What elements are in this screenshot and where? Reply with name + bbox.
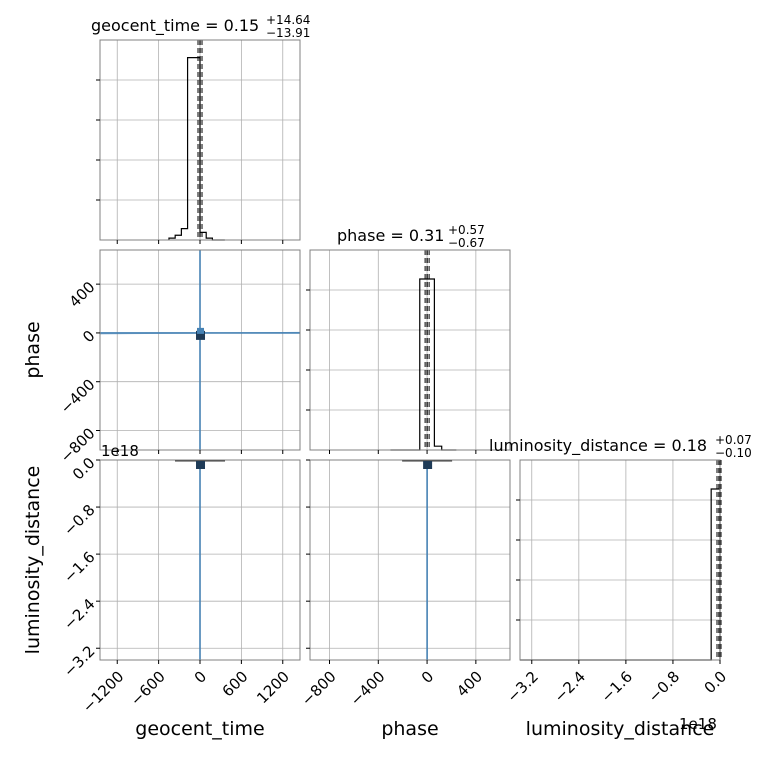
y-tick-label: −3.2 bbox=[60, 642, 98, 680]
y-tick-label: 0 bbox=[79, 327, 98, 346]
x-tick-label: 1200 bbox=[253, 668, 293, 708]
x-tick-label: 0.0 bbox=[701, 668, 731, 698]
ylabel-phase: phase bbox=[22, 321, 44, 378]
ylabel-luminosity-distance: luminosity_distance bbox=[22, 466, 44, 655]
x-tick-label: −1200 bbox=[79, 668, 128, 717]
density-core bbox=[196, 461, 206, 469]
xlabel-geocent-time: geocent_time bbox=[135, 718, 264, 740]
title-luminosity-distance-sub: −0.10 bbox=[715, 446, 752, 460]
x-tick-label: 0 bbox=[418, 668, 437, 687]
offset-label-y-luminosity-distance: 1e18 bbox=[101, 442, 139, 460]
y-tick-label: −1.6 bbox=[60, 548, 98, 586]
x-tick-label: −1.6 bbox=[598, 668, 636, 706]
title-geocent-time-sub: −13.91 bbox=[266, 26, 310, 40]
density-blob bbox=[197, 327, 205, 334]
title-geocent-time: geocent_time = 0.15 bbox=[91, 16, 259, 36]
panel-frame bbox=[309, 459, 511, 661]
title-phase: phase = 0.31 bbox=[337, 226, 444, 245]
grid-layer bbox=[100, 40, 721, 660]
histogram-step bbox=[520, 488, 721, 661]
y-tick-label: −0.8 bbox=[60, 501, 98, 539]
title-luminosity-distance-sup: +0.07 bbox=[715, 433, 752, 447]
spine-layer bbox=[99, 39, 721, 661]
x-tick-label: 0 bbox=[191, 668, 210, 687]
x-tick-label: −2.4 bbox=[551, 668, 589, 706]
histogram-step bbox=[168, 57, 225, 241]
title-geocent-time-sup: +14.64 bbox=[266, 13, 310, 27]
data-layer bbox=[99, 40, 722, 661]
x-tick-label: −800 bbox=[298, 668, 340, 710]
density-core bbox=[423, 461, 433, 469]
x-tick-label: −600 bbox=[127, 668, 169, 710]
panel-frame bbox=[309, 249, 511, 451]
y-tick-label: −800 bbox=[57, 424, 99, 466]
x-tick-label: −400 bbox=[347, 668, 389, 710]
x-tick-label: 400 bbox=[453, 668, 486, 701]
title-phase-sub: −0.67 bbox=[448, 236, 485, 250]
x-tick-label: −3.2 bbox=[504, 668, 542, 706]
histogram-step bbox=[390, 278, 457, 451]
x-tick-label: −0.8 bbox=[645, 668, 683, 706]
offset-label-x-luminosity-distance: 1e18 bbox=[679, 715, 717, 733]
x-tick-label: 600 bbox=[219, 668, 252, 701]
xlabel-luminosity-distance: luminosity_distance bbox=[526, 718, 715, 740]
y-tick-label: 400 bbox=[66, 278, 99, 311]
xlabel-phase: phase bbox=[381, 718, 438, 740]
y-tick-label: −2.4 bbox=[60, 595, 98, 633]
y-tick-label: −400 bbox=[57, 376, 99, 418]
title-luminosity-distance: luminosity_distance = 0.18 bbox=[489, 436, 707, 456]
panel-frame bbox=[519, 459, 721, 661]
density-core bbox=[196, 330, 206, 340]
title-phase-sup: +0.57 bbox=[448, 223, 485, 237]
